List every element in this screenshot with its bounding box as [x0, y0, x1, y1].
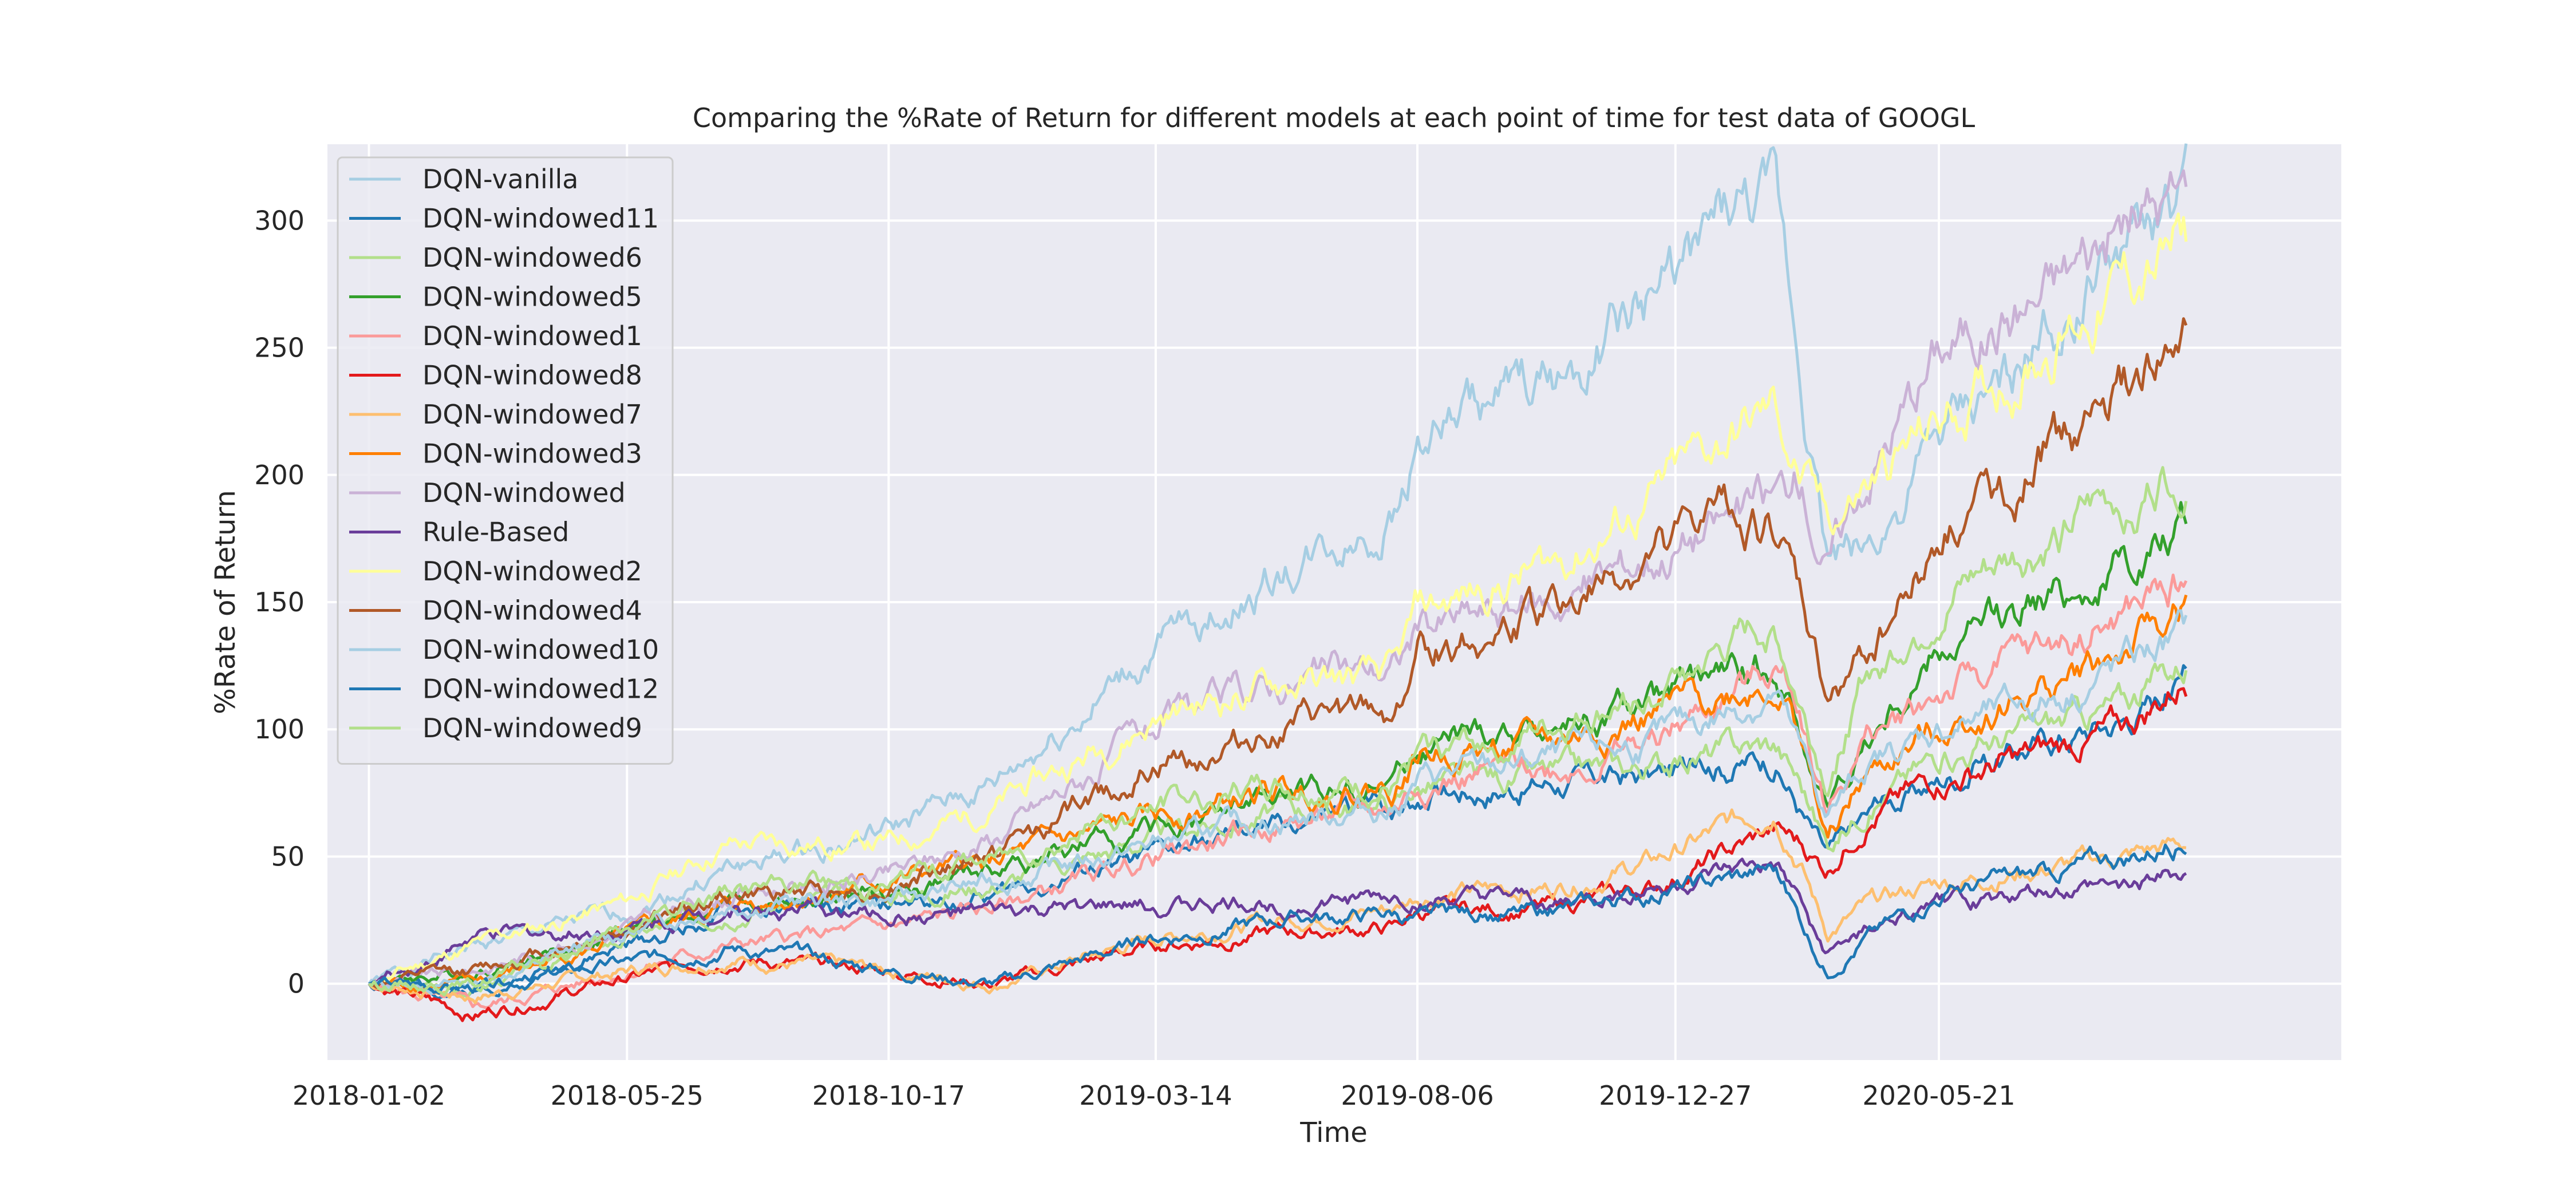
series-line-DQN-windowed4	[368, 317, 2188, 989]
x-tick-label: 2018-05-25	[551, 1080, 704, 1111]
chart-title: Comparing the %Rate of Return for differ…	[693, 102, 1976, 133]
x-tick-label: 2018-01-02	[293, 1080, 445, 1111]
legend-entry: DQN-windowed5	[422, 282, 642, 313]
x-tick-label: 2019-08-06	[1341, 1080, 1494, 1111]
legend-entry: DQN-windowed6	[422, 242, 642, 273]
series-line-DQN-vanilla	[369, 143, 2188, 986]
series-line-DQN-windowed	[369, 169, 2188, 987]
y-axis-label: %Rate of Return	[210, 490, 242, 714]
series-layer	[368, 143, 2188, 1022]
x-tick-label: 2018-10-17	[812, 1080, 965, 1111]
legend-entry: DQN-windowed8	[422, 360, 642, 391]
x-axis-label: Time	[1299, 1117, 1367, 1149]
legend-entry: DQN-windowed4	[422, 595, 642, 626]
axis-ticks: 0 50 100 150 200 250 300 2018-01-02 2018-05-25 20…	[254, 205, 2016, 1111]
y-tick-label: 200	[254, 460, 305, 491]
series-line-DQN-windowed9	[368, 466, 2188, 997]
y-tick-label: 250	[254, 333, 305, 363]
y-tick-label: 100	[254, 714, 305, 745]
legend-entry: Rule-Based	[422, 517, 569, 548]
x-tick-label: 2019-03-14	[1079, 1080, 1232, 1111]
legend-entry: DQN-windowed	[422, 477, 626, 508]
series-line-DQN-windowed10	[368, 609, 2188, 995]
x-tick-label: 2019-12-27	[1599, 1080, 1752, 1111]
legend-entry: DQN-windowed9	[422, 713, 642, 744]
x-tick-label: 2020-05-21	[1862, 1080, 2015, 1111]
legend-entry: DQN-windowed2	[422, 556, 642, 587]
legend-entry: DQN-windowed7	[422, 399, 642, 430]
series-line-DQN-windowed2	[368, 212, 2188, 987]
y-tick-label: 0	[288, 968, 305, 999]
legend-entry: DQN-windowed1	[422, 321, 642, 351]
legend-entry: DQN-windowed3	[422, 438, 642, 469]
series-line-DQN-windowed12	[368, 843, 2187, 995]
legend: DQN-vanilla DQN-windowed11 DQN-windowed6 DQ…	[337, 156, 674, 765]
legend-entry: DQN-windowed12	[422, 674, 659, 705]
series-line-DQN-windowed7	[368, 808, 2187, 1005]
legend-entry: DQN-windowed11	[422, 203, 659, 234]
legend-entry: DQN-vanilla	[422, 164, 579, 195]
legend-entry: DQN-windowed10	[422, 634, 659, 665]
y-tick-label: 300	[254, 205, 305, 236]
legend-box	[337, 156, 674, 765]
y-tick-label: 50	[271, 841, 305, 872]
y-tick-label: 150	[254, 587, 305, 618]
